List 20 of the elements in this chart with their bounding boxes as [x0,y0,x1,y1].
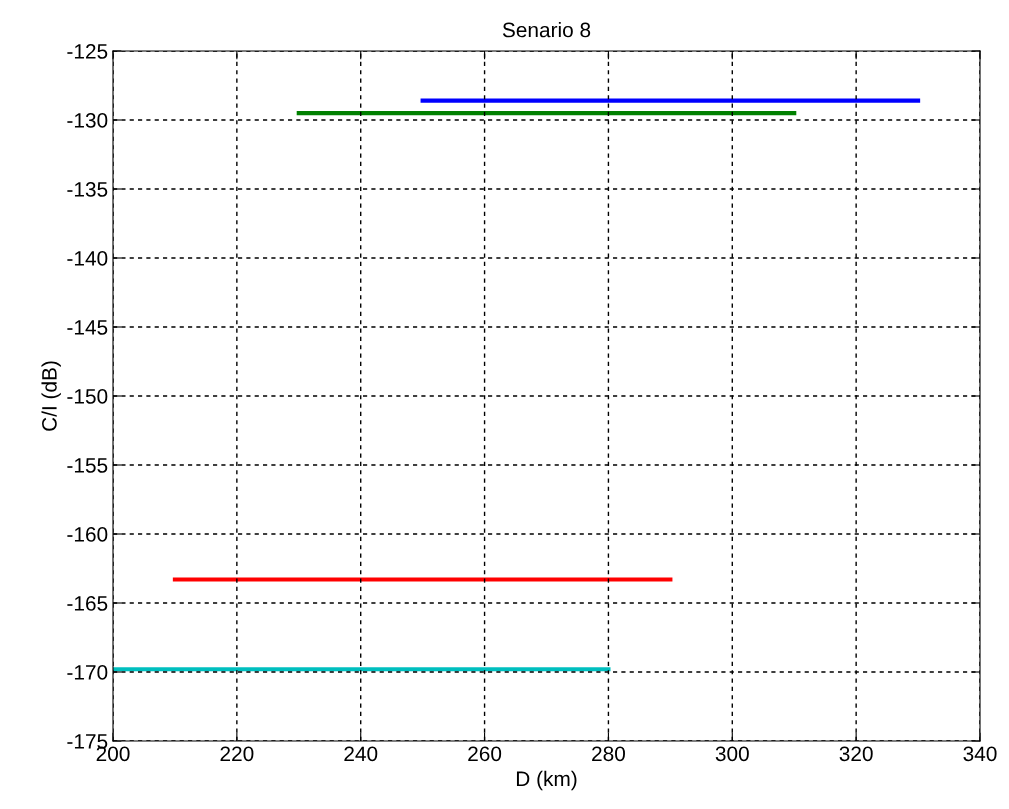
x-tick-label: 240 [344,746,378,762]
x-tick-label: 280 [592,746,625,762]
x-tick-label: 300 [715,746,749,762]
chart-title: Senario 8 [502,22,591,38]
y-tick-label: -160 [67,527,108,542]
x-tick-label: 220 [220,746,254,762]
y-tick-label: -165 [67,596,108,611]
y-tick-label: -170 [67,665,108,680]
x-tick-label: 320 [839,746,873,762]
x-axis-title: D (km) [516,770,577,791]
y-tick-label: -130 [67,113,108,128]
x-tick-label: 260 [468,746,502,762]
y-tick-label: -140 [67,251,108,266]
y-tick-label: -145 [67,320,108,335]
y-axis-title: C/I (dB) [41,361,61,431]
y-tick-label: -125 [67,44,108,59]
y-tick-label: -135 [67,182,108,197]
y-tick-label: -155 [67,458,108,473]
x-tick-label: 340 [963,746,997,762]
y-tick-label: -150 [67,389,108,404]
